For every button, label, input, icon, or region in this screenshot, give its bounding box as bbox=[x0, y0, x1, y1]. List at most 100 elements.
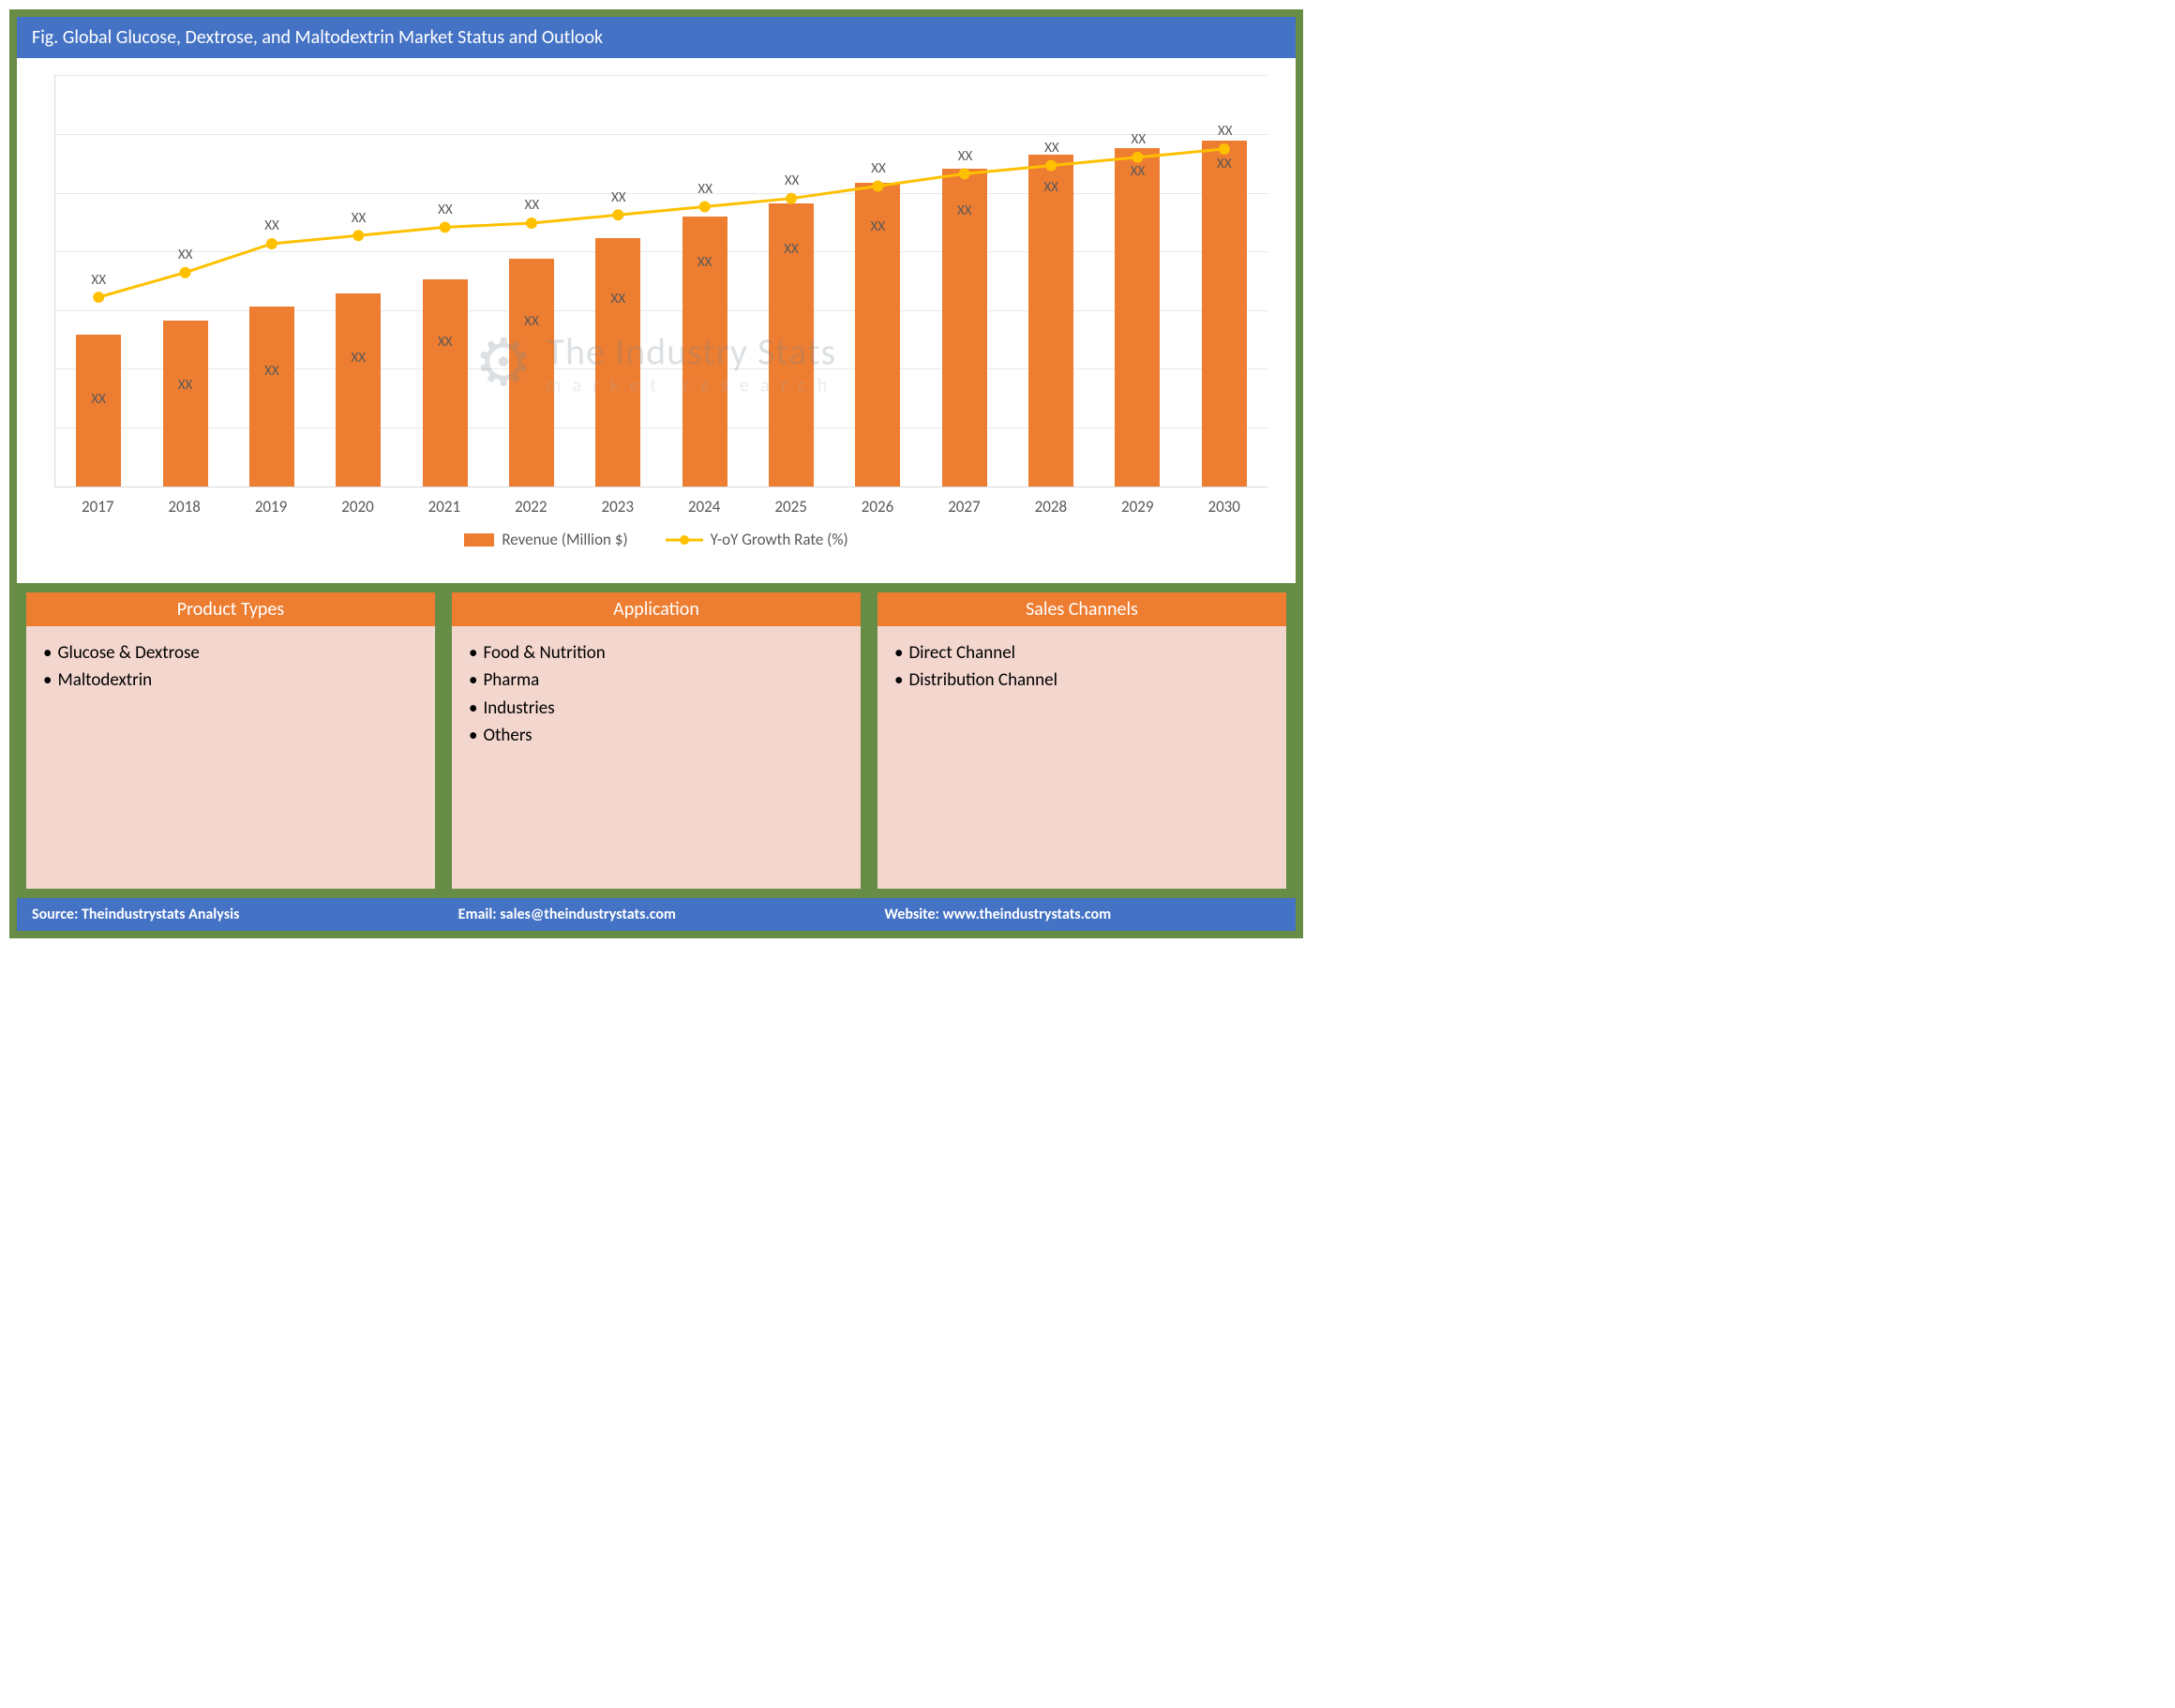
line-point-label: XX bbox=[785, 172, 800, 189]
x-axis-label: 2027 bbox=[921, 497, 1007, 517]
footer-bar: Source: Theindustrystats Analysis Email:… bbox=[17, 898, 1296, 931]
bar-slot: XX bbox=[1008, 75, 1094, 487]
revenue-bar: XX bbox=[76, 335, 121, 487]
legend-revenue-label: Revenue (Million $) bbox=[502, 530, 627, 549]
bar-value-label: XX bbox=[784, 241, 799, 258]
bar-slot: XX bbox=[748, 75, 834, 487]
panel-item: Glucose & Dextrose bbox=[43, 639, 418, 667]
panel-item: Distribution Channel bbox=[894, 667, 1269, 694]
bar-slot: XX bbox=[401, 75, 488, 487]
footer-website: Website: www.theindustrystats.com bbox=[869, 898, 1296, 931]
panel-item: Direct Channel bbox=[894, 639, 1269, 667]
x-axis-label: 2022 bbox=[488, 497, 574, 517]
revenue-bar: XX bbox=[163, 321, 208, 487]
revenue-bar: XX bbox=[595, 238, 640, 487]
line-point-label: XX bbox=[958, 148, 973, 165]
legend-swatch-line bbox=[666, 533, 703, 547]
x-axis-label: 2029 bbox=[1094, 497, 1180, 517]
panel-application: Application Food & NutritionPharmaIndust… bbox=[452, 592, 861, 889]
bar-slot: XX bbox=[488, 75, 575, 487]
figure-container: Fig. Global Glucose, Dextrose, and Malto… bbox=[9, 9, 1303, 938]
bar-value-label: XX bbox=[1217, 156, 1232, 172]
revenue-bar: XX bbox=[336, 293, 381, 487]
panel-body-application: Food & NutritionPharmaIndustriesOthers bbox=[452, 626, 861, 889]
x-axis-label: 2025 bbox=[747, 497, 833, 517]
footer-email: Email: sales@theindustrystats.com bbox=[443, 898, 870, 931]
panel-item: Others bbox=[469, 722, 844, 749]
revenue-bar: XX bbox=[855, 183, 900, 487]
bar-slot: XX bbox=[315, 75, 401, 487]
legend-revenue: Revenue (Million $) bbox=[464, 530, 627, 549]
revenue-bar: XX bbox=[1202, 141, 1247, 487]
x-axis-label: 2019 bbox=[228, 497, 314, 517]
panel-header-application: Application bbox=[452, 592, 861, 626]
bar-value-label: XX bbox=[178, 377, 193, 394]
revenue-bar: XX bbox=[423, 279, 468, 487]
revenue-bar: XX bbox=[682, 217, 728, 487]
line-point-label: XX bbox=[352, 210, 367, 227]
line-point-label: XX bbox=[178, 247, 193, 263]
revenue-bar: XX bbox=[1028, 155, 1073, 487]
line-point-label: XX bbox=[611, 189, 626, 206]
panel-product-types: Product Types Glucose & DextroseMaltodex… bbox=[26, 592, 435, 889]
bar-slot: XX bbox=[834, 75, 921, 487]
line-point-label: XX bbox=[264, 217, 279, 234]
line-point-label: XX bbox=[871, 160, 886, 177]
panel-item: Food & Nutrition bbox=[469, 639, 844, 667]
panel-item: Industries bbox=[469, 695, 844, 722]
x-axis-label: 2023 bbox=[575, 497, 661, 517]
info-panels-row: Product Types Glucose & DextroseMaltodex… bbox=[17, 583, 1296, 898]
bar-slot: XX bbox=[922, 75, 1008, 487]
panel-header-product-types: Product Types bbox=[26, 592, 435, 626]
panel-body-product-types: Glucose & DextroseMaltodextrin bbox=[26, 626, 435, 889]
bar-value-label: XX bbox=[1043, 179, 1058, 196]
panel-body-sales-channels: Direct ChannelDistribution Channel bbox=[878, 626, 1286, 889]
bar-value-label: XX bbox=[1131, 163, 1146, 180]
x-axis-label: 2030 bbox=[1180, 497, 1267, 517]
bar-slot: XX bbox=[229, 75, 315, 487]
x-axis-label: 2018 bbox=[141, 497, 227, 517]
line-point-label: XX bbox=[1218, 123, 1233, 140]
line-point-label: XX bbox=[438, 202, 453, 218]
bar-value-label: XX bbox=[871, 218, 886, 235]
chart-panel: XXXXXXXXXXXXXXXXXXXXXXXXXXXX XXXXXXXXXXX… bbox=[17, 58, 1296, 583]
footer-source: Source: Theindustrystats Analysis bbox=[17, 898, 443, 931]
x-axis-label: 2028 bbox=[1008, 497, 1094, 517]
legend-growth-label: Y-oY Growth Rate (%) bbox=[711, 530, 848, 549]
x-axis-label: 2024 bbox=[661, 497, 747, 517]
x-axis-label: 2021 bbox=[401, 497, 488, 517]
x-axis-labels: 2017201820192020202120222023202420252026… bbox=[54, 487, 1268, 517]
legend-swatch-bar bbox=[464, 533, 494, 547]
bar-value-label: XX bbox=[438, 334, 453, 351]
bar-value-label: XX bbox=[91, 391, 106, 408]
bar-slot: XX bbox=[142, 75, 228, 487]
x-axis-label: 2017 bbox=[54, 497, 141, 517]
line-point-label: XX bbox=[1132, 131, 1147, 148]
plot-area: XXXXXXXXXXXXXXXXXXXXXXXXXXXX XXXXXXXXXXX… bbox=[54, 75, 1268, 487]
x-axis-label: 2026 bbox=[834, 497, 921, 517]
panel-item: Maltodextrin bbox=[43, 667, 418, 694]
line-point-label: XX bbox=[1044, 140, 1059, 157]
bar-value-label: XX bbox=[611, 291, 626, 307]
revenue-bar: XX bbox=[1115, 148, 1160, 487]
figure-title-bar: Fig. Global Glucose, Dextrose, and Malto… bbox=[17, 17, 1296, 58]
bar-slot: XX bbox=[575, 75, 661, 487]
revenue-bar: XX bbox=[769, 203, 814, 487]
panel-sales-channels: Sales Channels Direct ChannelDistributio… bbox=[878, 592, 1286, 889]
bar-value-label: XX bbox=[957, 202, 972, 219]
bar-value-label: XX bbox=[264, 363, 279, 380]
revenue-bar: XX bbox=[942, 169, 987, 487]
panel-item: Pharma bbox=[469, 667, 844, 694]
bar-value-label: XX bbox=[351, 350, 366, 367]
bar-slot: XX bbox=[662, 75, 748, 487]
bar-value-label: XX bbox=[524, 313, 539, 330]
revenue-bar: XX bbox=[509, 259, 554, 487]
legend-growth: Y-oY Growth Rate (%) bbox=[666, 530, 848, 549]
line-point-label: XX bbox=[698, 181, 712, 198]
chart-legend: Revenue (Million $) Y-oY Growth Rate (%) bbox=[45, 517, 1268, 553]
line-point-label: XX bbox=[91, 272, 106, 289]
line-point-label: XX bbox=[525, 197, 540, 214]
figure-title: Fig. Global Glucose, Dextrose, and Malto… bbox=[32, 26, 603, 49]
bars-row: XX XX XX XX XX XX XX XX XX XX XX XX XX XX bbox=[55, 75, 1268, 487]
bar-value-label: XX bbox=[698, 254, 712, 271]
